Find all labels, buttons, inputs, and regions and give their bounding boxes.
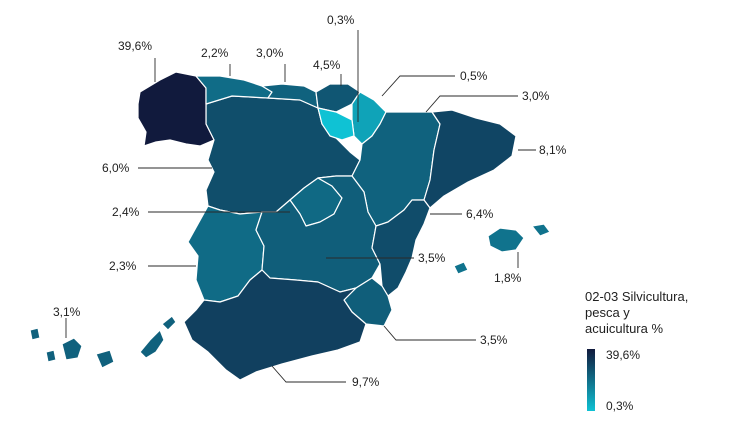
label-navarra: 0,5%	[460, 69, 488, 83]
leader-aragon	[425, 95, 518, 113]
label-madrid: 2,4%	[112, 205, 140, 219]
legend-title-line: 02-03 Silvicultura,	[585, 289, 689, 304]
label-asturias: 2,2%	[201, 46, 229, 60]
legend-title-line: pesca y	[585, 305, 630, 320]
label-andalucia: 9,7%	[352, 375, 380, 389]
region-la-rioja[interactable]	[317, 107, 355, 141]
region-andalucia[interactable]	[183, 269, 367, 381]
label-murcia: 3,5%	[480, 333, 508, 347]
label-castilla-leon: 6,0%	[102, 161, 130, 175]
legend-min-label: 0,3%	[606, 399, 634, 413]
region-canarias[interactable]	[29, 315, 177, 369]
legend-color-scale	[587, 349, 595, 411]
label-valencia: 6,4%	[466, 207, 494, 221]
leader-lines	[65, 30, 536, 383]
label-galicia: 39,6%	[118, 39, 152, 53]
value-labels: 39,6% 2,2% 3,0% 4,5% 0,3% 0,5% 3,0% 8,1%…	[53, 13, 567, 389]
label-cataluna: 8,1%	[539, 143, 567, 157]
label-cantabria: 3,0%	[256, 46, 284, 60]
leader-murcia	[383, 325, 476, 341]
label-canarias: 3,1%	[53, 305, 81, 319]
legend-title-line: acuicultura %	[585, 321, 664, 336]
label-aragon: 3,0%	[522, 89, 550, 103]
region-valencia[interactable]	[371, 199, 431, 297]
leader-andalucia	[271, 365, 346, 383]
region-cataluna[interactable]	[423, 109, 517, 209]
label-pais-vasco: 4,5%	[313, 58, 341, 72]
label-la-rioja: 0,3%	[327, 13, 355, 27]
label-extremadura: 2,3%	[109, 259, 137, 273]
legend-title: 02-03 Silvicultura, pesca y acuicultura …	[585, 289, 745, 337]
label-castilla-la-mancha: 3,5%	[418, 251, 446, 265]
region-galicia[interactable]	[137, 71, 215, 147]
leader-navarra	[381, 75, 455, 97]
region-baleares[interactable]	[453, 223, 551, 275]
legend-max-label: 39,6%	[606, 348, 641, 362]
label-baleares: 1,8%	[494, 271, 522, 285]
